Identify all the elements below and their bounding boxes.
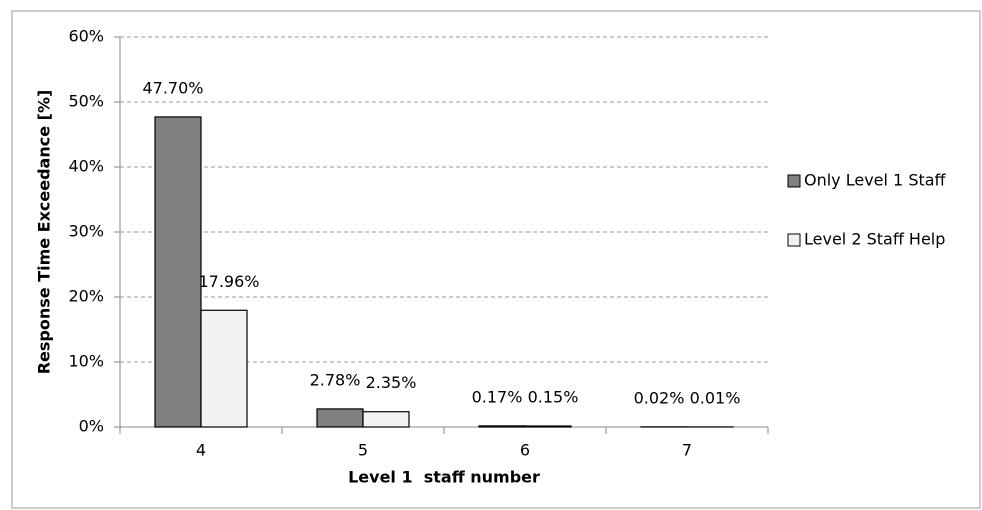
legend-label: Level 2 Staff Help	[804, 230, 945, 249]
value-label: 0.17%	[472, 387, 523, 406]
x-tick-label: 6	[520, 441, 530, 460]
value-label: 17.96%	[198, 272, 259, 291]
y-tick-label: 60%	[68, 27, 104, 46]
value-label: 2.78%	[310, 370, 361, 389]
bar	[200, 309, 248, 428]
y-tick-label: 20%	[68, 287, 104, 306]
value-label: 2.35%	[366, 373, 417, 392]
value-label: 0.01%	[690, 388, 741, 407]
bar	[154, 116, 202, 428]
x-tick-label: 4	[196, 441, 206, 460]
bar	[362, 411, 410, 428]
legend-swatch	[787, 174, 801, 188]
value-label: 0.02%	[634, 388, 685, 407]
y-tick-label: 0%	[79, 417, 104, 436]
value-label: 47.70%	[142, 78, 203, 97]
bar	[478, 425, 526, 428]
x-tick-label: 5	[358, 441, 368, 460]
value-label: 0.15%	[528, 388, 579, 407]
legend-label: Only Level 1 Staff	[804, 171, 947, 190]
y-tick-label: 30%	[68, 222, 104, 241]
legend-swatch	[787, 233, 801, 247]
bar	[524, 425, 572, 428]
y-axis-title: Response Time Exceedance [%]	[35, 90, 54, 375]
x-axis-title: Level 1 staff number	[348, 468, 540, 487]
x-tick-label: 7	[682, 441, 692, 460]
y-tick-label: 10%	[68, 352, 104, 371]
y-tick-label: 50%	[68, 92, 104, 111]
bar	[316, 408, 364, 428]
y-tick-label: 40%	[68, 157, 104, 176]
